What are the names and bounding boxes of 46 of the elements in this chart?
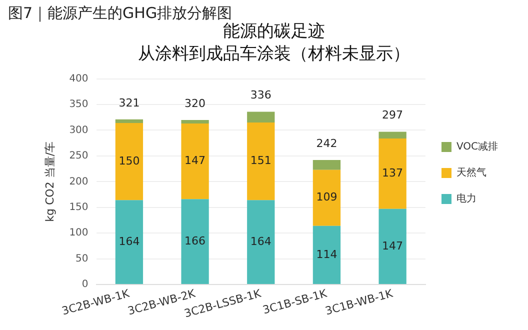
- bar: [247, 200, 275, 284]
- data-label: 151: [250, 154, 272, 168]
- chart-title: 能源的碳足迹: [223, 22, 325, 42]
- data-label: 147: [184, 154, 206, 168]
- chart-subtitle: 从涂料到成品车涂装（材料未显示）: [138, 44, 410, 64]
- total-label: 297: [382, 108, 404, 122]
- data-label: 150: [118, 154, 140, 168]
- bar: [247, 122, 275, 200]
- bar: [115, 123, 144, 200]
- bar: [312, 160, 341, 170]
- y-tick-label: 150: [69, 202, 88, 213]
- bar: [378, 138, 406, 209]
- data-label: 114: [316, 248, 338, 261]
- legend-label: 电力: [456, 192, 476, 205]
- bar: [181, 120, 209, 124]
- y-tick-label: 0: [82, 279, 88, 290]
- bar: [181, 199, 209, 284]
- bar: [378, 132, 406, 138]
- total-label: 320: [184, 96, 206, 110]
- caption: 图7｜能源产生的GHG排放分解图: [8, 4, 232, 22]
- bar: [312, 226, 341, 284]
- y-tick-label: 250: [69, 150, 88, 162]
- bar: [115, 200, 144, 284]
- total-label: 336: [250, 88, 272, 102]
- y-tick-label: 350: [69, 99, 88, 110]
- data-label: 166: [184, 234, 206, 248]
- total-label: 242: [316, 136, 338, 150]
- total-label: 321: [118, 96, 140, 110]
- bar: [247, 112, 275, 123]
- data-label: 137: [382, 166, 404, 180]
- y-tick-label: 50: [76, 253, 88, 264]
- legend-label: 天然气: [456, 166, 486, 179]
- data-label: 109: [316, 190, 338, 204]
- y-tick-label: 100: [69, 228, 88, 239]
- data-label: 164: [118, 234, 140, 248]
- y-tick-label: 400: [69, 73, 88, 84]
- data-label: 164: [250, 234, 272, 248]
- y-axis-title: kg CO2 当量/车: [43, 141, 56, 222]
- y-tick-label: 200: [69, 176, 88, 188]
- bar: [312, 170, 341, 226]
- bar: [115, 119, 144, 124]
- bar: [181, 124, 209, 200]
- y-tick-label: 300: [69, 124, 88, 136]
- bar: [378, 208, 406, 284]
- legend-label: VOC减排: [456, 140, 498, 153]
- data-label: 147: [382, 239, 404, 252]
